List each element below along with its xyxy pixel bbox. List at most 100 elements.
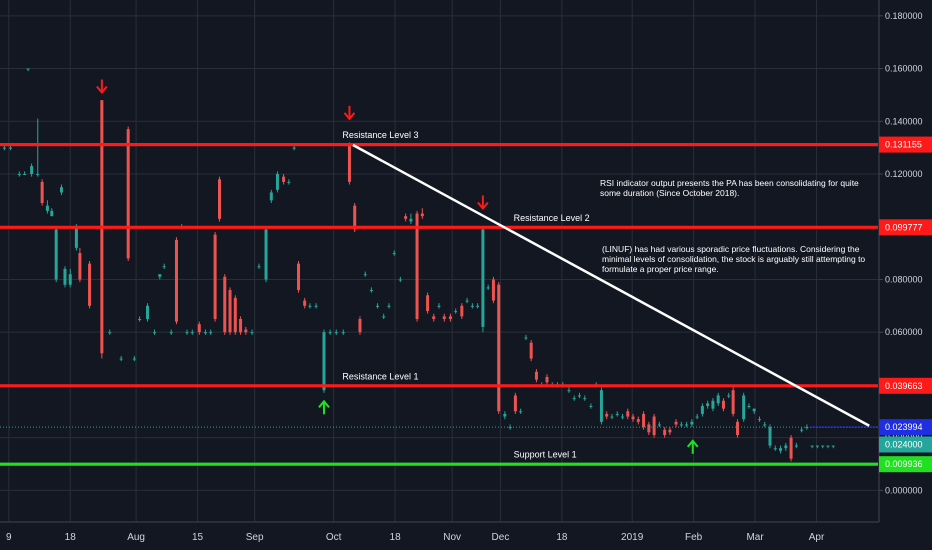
candle-body (567, 390, 571, 392)
candle-body (169, 332, 173, 334)
candle-body (269, 192, 273, 201)
candle-body (481, 229, 485, 327)
time-tick-label: 15 (192, 532, 204, 543)
candle-body (491, 279, 495, 301)
candle-body (138, 319, 142, 320)
candle-body (308, 305, 312, 307)
candle-body (432, 316, 436, 319)
candle-body (132, 358, 136, 360)
price-label-text: 0.009936 (885, 459, 923, 469)
candle-body (700, 406, 704, 414)
candle-body (244, 329, 248, 333)
price-annotation: (LINUF) has had various sporadic price f… (602, 244, 866, 274)
time-tick-label: Apr (809, 532, 825, 543)
candle-body (190, 332, 194, 334)
price-tick-label: 0.120000 (885, 169, 923, 179)
candle-body (779, 448, 783, 451)
candle-body (415, 213, 419, 319)
price-label-text: 0.039663 (885, 381, 923, 391)
price-tick-label: 0.180000 (885, 11, 923, 21)
level-label: Resistance Level 3 (342, 130, 418, 140)
candle-body (652, 416, 656, 435)
candle-body (392, 253, 396, 255)
candle-body (203, 332, 207, 334)
time-tick-label: Nov (443, 532, 461, 543)
candle-body (442, 316, 446, 319)
candle-body (353, 205, 357, 230)
candle-body (605, 413, 609, 417)
candle-body (810, 445, 814, 447)
candle-body (636, 419, 640, 422)
candle-body (621, 416, 625, 418)
candle-body (763, 424, 767, 426)
candle-body (146, 305, 150, 319)
price-tick-label: 0.080000 (885, 274, 923, 284)
candle-body (647, 424, 651, 433)
time-tick-label: 9 (6, 532, 12, 543)
price-tick-label: 0.160000 (885, 64, 923, 74)
candle-body (476, 305, 480, 307)
candle-body (59, 187, 63, 193)
candle-body (731, 390, 735, 414)
price-label-text: 0.024000 (885, 439, 923, 449)
candle-body (831, 445, 835, 447)
candle-body (679, 424, 683, 426)
candle-body (233, 297, 237, 333)
candle-body (721, 400, 725, 409)
candle-body (334, 332, 338, 334)
candle-body (454, 311, 458, 313)
candle-body (54, 229, 58, 280)
arrow-up-icon (686, 439, 699, 454)
candle-body (185, 332, 189, 334)
candle-body (223, 276, 227, 333)
candle-body (789, 437, 793, 459)
candle-body (826, 445, 830, 447)
candle-body (275, 174, 279, 190)
candle-body (9, 147, 13, 149)
arrow-down-icon (343, 105, 356, 121)
arrow-down-icon (96, 79, 108, 95)
candle-body (448, 316, 452, 319)
time-tick-label: Aug (127, 532, 145, 543)
candle-body (529, 342, 533, 359)
candle-body (426, 295, 430, 312)
candle-body (36, 174, 40, 175)
candle-body (727, 395, 731, 397)
candle-body (303, 300, 307, 306)
price-label-box (879, 436, 932, 453)
arrow-up-icon (318, 399, 330, 415)
candle-body (376, 305, 380, 307)
candle-body (589, 406, 593, 407)
candle-body (657, 424, 661, 426)
candle-body (794, 445, 798, 447)
candle-body (465, 300, 469, 302)
candle-body (768, 427, 772, 446)
candle-body (610, 416, 614, 418)
trendline-segment (352, 143, 870, 427)
time-tick-label: Feb (685, 532, 703, 543)
candle-body (322, 332, 326, 391)
candle-body (88, 263, 92, 306)
level-label: Support Level 1 (514, 450, 577, 460)
candle-body (409, 218, 413, 222)
candle-body (736, 421, 740, 435)
candle-body (292, 147, 296, 149)
price-label-box (879, 136, 932, 153)
candle-body (2, 147, 6, 149)
candle-body (68, 274, 72, 285)
candle-body (784, 445, 788, 449)
time-tick-label: 18 (556, 532, 568, 543)
candle-body (631, 416, 635, 420)
candle-body (369, 290, 373, 291)
candle-body (583, 398, 587, 400)
price-axis[interactable]: 0.1800000.1600000.1400000.1200000.100000… (878, 0, 932, 550)
arrow-head (477, 201, 489, 211)
candle-body (404, 216, 408, 219)
time-axis[interactable]: 9 18 Aug 15 Sep Oct 18 Nov Dec 18 2019 Feb Mar Apr (0, 521, 879, 543)
arrow-down-icon (477, 195, 489, 211)
candle-body (363, 274, 367, 276)
time-tick-label: 18 (65, 532, 77, 543)
candle-body (74, 226, 78, 248)
arrow-head (96, 85, 108, 95)
